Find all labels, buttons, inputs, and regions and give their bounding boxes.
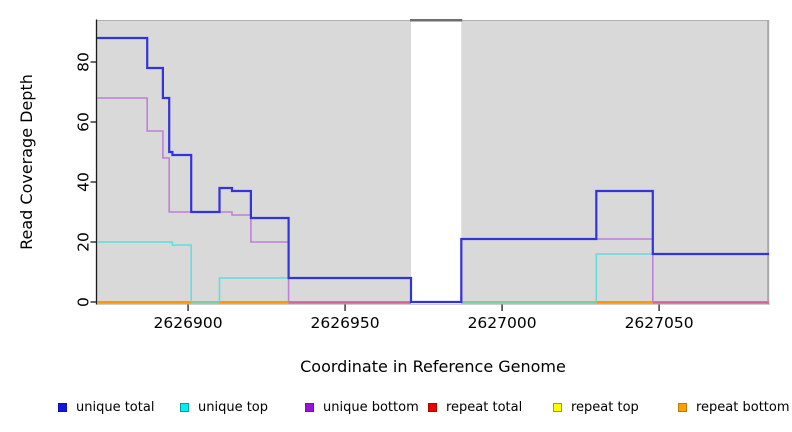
- y-tick-label: 40: [75, 172, 93, 192]
- legend-label: repeat bottom: [696, 399, 790, 415]
- x-tick-label: 2627050: [625, 314, 694, 332]
- x-tick-label: 2626900: [154, 314, 223, 332]
- legend-label: repeat top: [571, 399, 639, 415]
- unique-top-swatch-icon: [180, 402, 189, 412]
- y-tick-label: 0: [75, 297, 93, 307]
- legend-item-unique-top: unique top: [180, 399, 268, 415]
- unique-total-swatch-icon: [58, 402, 67, 412]
- legend-item-repeat-top: repeat top: [553, 399, 639, 415]
- y-tick-label: 80: [75, 52, 93, 72]
- repeat-total-swatch-icon: [428, 402, 437, 412]
- series-unique-total: [97, 36, 769, 304]
- legend-item-unique-bottom: unique bottom: [305, 399, 419, 415]
- x-axis-title: Coordinate in Reference Genome: [300, 357, 566, 376]
- y-tick-label: 20: [75, 232, 93, 252]
- series-unique-top: [97, 241, 769, 303]
- legend-item-repeat-total: repeat total: [428, 399, 522, 415]
- x-tick-label: 2626950: [311, 314, 380, 332]
- y-tick-label: 60: [75, 112, 93, 132]
- repeat-top-swatch-icon: [553, 402, 562, 412]
- legend-label: unique total: [76, 399, 155, 415]
- legend-label: unique bottom: [323, 399, 419, 415]
- legend-item-unique-total: unique total: [58, 399, 154, 415]
- legend-item-repeat-bottom: repeat bottom: [678, 399, 790, 415]
- no-data-gap-band: [411, 19, 462, 304]
- repeat-bottom-swatch-icon: [678, 402, 687, 412]
- x-tick-label: 2627000: [468, 314, 537, 332]
- y-axis-title: Read Coverage Depth: [17, 74, 36, 250]
- legend-label: repeat total: [446, 399, 523, 415]
- unique-bottom-swatch-icon: [305, 402, 314, 412]
- legend-label: unique top: [198, 399, 269, 415]
